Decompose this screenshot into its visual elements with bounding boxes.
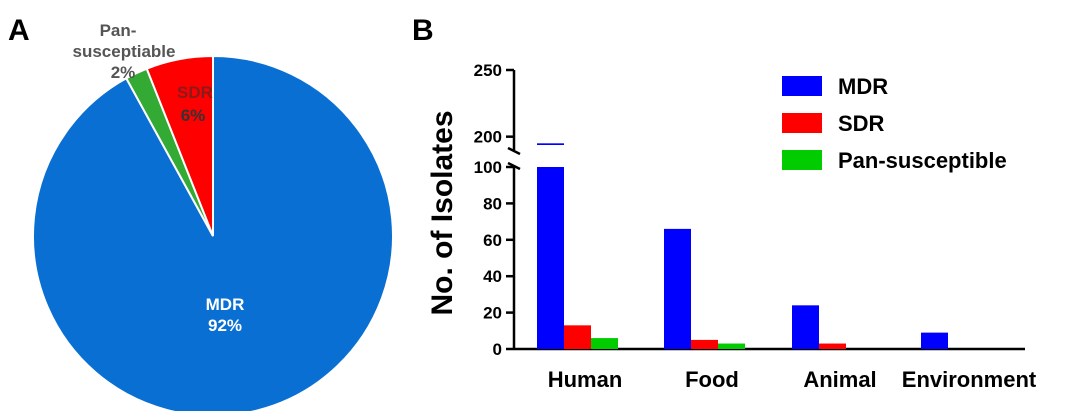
legend-label-pansusceptible: Pan-susceptible	[838, 148, 1007, 173]
pie-label-sdr: SDR	[177, 83, 213, 102]
bars	[537, 143, 948, 349]
y-tick-label: 60	[483, 231, 502, 250]
bar-mdr-food	[664, 228, 691, 349]
panel-a-label: A	[8, 14, 30, 47]
y-tick-label: 250	[474, 61, 502, 80]
axis-break-upper	[507, 146, 521, 156]
pie-chart	[32, 54, 394, 411]
panel-b-label: B	[412, 14, 434, 47]
bar-sdr-human	[564, 325, 591, 349]
y-axis-label: No. of Isolates	[426, 110, 459, 315]
y-axis: 0 20 40 60 80 100 200 250	[474, 61, 521, 359]
x-category-label: Human	[548, 367, 623, 392]
pie-slice-sdr	[145, 54, 214, 237]
bar-pansusceptible-food	[718, 343, 745, 349]
pie-labels: MDR 92% SDR 6% Pan-susceptiable 2%	[73, 21, 245, 335]
legend-swatch-sdr	[782, 113, 822, 133]
pie-percent-mdr: 92%	[208, 316, 242, 335]
x-category-label: Food	[685, 367, 739, 392]
bar-sdr-food	[691, 339, 718, 349]
y-tick-label: 100	[474, 158, 502, 177]
y-tick-label: 20	[483, 304, 502, 323]
y-tick-label: 0	[493, 340, 502, 359]
y-tick-label: 40	[483, 267, 502, 286]
pie-label-pan-line2: susceptiable	[73, 42, 176, 61]
bar-mdr-human-lower	[537, 167, 564, 349]
bar-mdr-environment	[921, 332, 948, 349]
x-category-label: Animal	[803, 367, 876, 392]
pie-percent-pan: 2%	[111, 63, 136, 82]
bar-mdr-animal	[792, 305, 819, 349]
bar-sdr-animal	[819, 343, 846, 349]
legend-label-sdr: SDR	[838, 111, 885, 136]
bar-chart: 0 20 40 60 80 100 200 250 Human Food Animal Enviro…	[426, 61, 1037, 392]
legend-swatch-mdr	[782, 76, 822, 96]
pie-slice-mdr	[32, 54, 394, 411]
y-tick-label: 200	[474, 128, 502, 147]
x-axis: Human Food Animal Environment	[514, 347, 1037, 392]
pie-label-pan-line1: Pan-	[100, 21, 137, 40]
bar-pansusceptible-human	[591, 338, 618, 349]
legend-swatch-pansusceptible	[782, 150, 822, 170]
pie-label-mdr: MDR	[206, 295, 245, 314]
pie-percent-sdr: 6%	[181, 106, 206, 125]
x-category-label: Environment	[902, 367, 1037, 392]
y-tick-label: 80	[483, 194, 502, 213]
legend: MDR SDR Pan-susceptible	[782, 74, 1007, 173]
bar-mdr-human-upper	[537, 143, 564, 145]
legend-label-mdr: MDR	[838, 74, 888, 99]
